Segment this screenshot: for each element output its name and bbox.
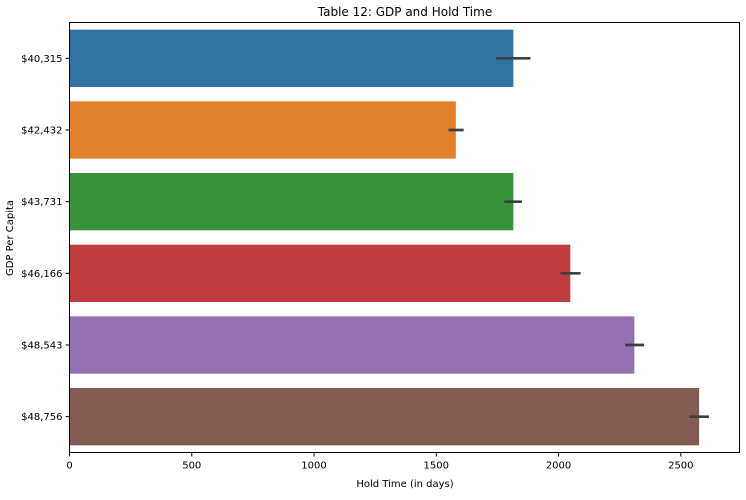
x-tick-label: 500: [182, 461, 201, 472]
y-tick-label: $40,315: [21, 54, 62, 65]
bar: [69, 173, 514, 231]
x-tick-label: 0: [66, 461, 72, 472]
x-axis: 0 500 1000 1500 2000 2500: [66, 452, 694, 472]
bar: [69, 388, 700, 446]
y-axis: $40,315 $42,432 $43,731 $46,166 $48,543 $48,7…: [21, 54, 70, 423]
y-tick-label: $43,731: [21, 197, 62, 208]
x-tick-label: 2500: [668, 461, 693, 472]
y-tick-label: $48,756: [21, 412, 62, 423]
x-tick-label: 1000: [301, 461, 326, 472]
chart-title: Table 12: GDP and Hold Time: [317, 5, 492, 19]
x-tick-label: 2000: [546, 461, 571, 472]
bars-group: [69, 29, 700, 446]
bar: [69, 29, 514, 88]
y-tick-label: $48,543: [21, 341, 62, 352]
bar: [69, 244, 571, 302]
x-axis-title: Hold Time (in days): [356, 479, 453, 490]
y-tick-label: $42,432: [21, 126, 62, 137]
error-bars-group: [448, 56, 709, 419]
y-axis-title: GDP Per Capita: [5, 200, 16, 276]
x-tick-label: 1500: [424, 461, 449, 472]
y-tick-label: $46,166: [21, 269, 62, 280]
bar: [69, 316, 635, 374]
bar: [69, 101, 456, 159]
plot-frame: [69, 22, 740, 453]
